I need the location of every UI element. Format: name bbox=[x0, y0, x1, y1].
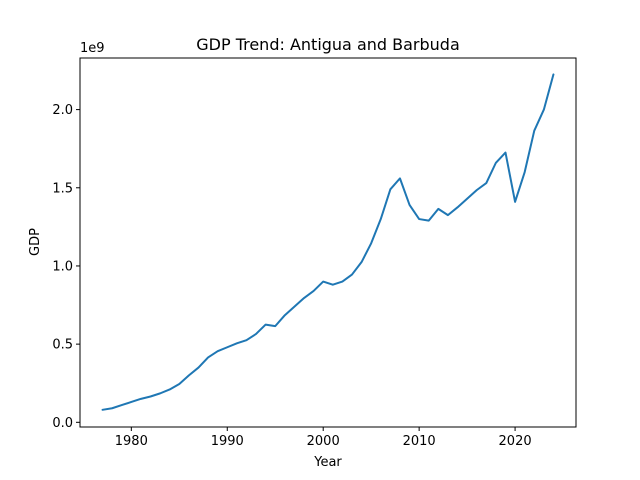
chart-title: GDP Trend: Antigua and Barbuda bbox=[196, 35, 460, 54]
y-axis-ticks: 0.0 0.5 1.0 1.5 2.0 bbox=[52, 103, 80, 431]
gdp-series-line bbox=[101, 73, 555, 411]
x-tick-label: 1980 bbox=[115, 434, 148, 449]
y-tick-label: 0.0 bbox=[52, 416, 73, 431]
plot-frame bbox=[79, 57, 577, 428]
series-layer bbox=[101, 73, 555, 411]
y-axis-label: GDP bbox=[28, 228, 43, 256]
x-tick-label: 2020 bbox=[499, 434, 532, 449]
x-axis-label: Year bbox=[313, 455, 342, 470]
x-tick-label: 1990 bbox=[211, 434, 244, 449]
x-axis-ticks: 1980 1990 2000 2010 2020 bbox=[115, 427, 532, 449]
y-tick-label: 0.5 bbox=[52, 338, 73, 353]
x-tick-label: 2000 bbox=[307, 434, 340, 449]
y-tick-label: 1.0 bbox=[52, 259, 73, 274]
x-tick-label: 2010 bbox=[403, 434, 436, 449]
y-tick-label: 1.5 bbox=[52, 181, 73, 196]
y-tick-label: 2.0 bbox=[52, 103, 73, 118]
y-axis-offset-label: 1e9 bbox=[80, 41, 105, 56]
